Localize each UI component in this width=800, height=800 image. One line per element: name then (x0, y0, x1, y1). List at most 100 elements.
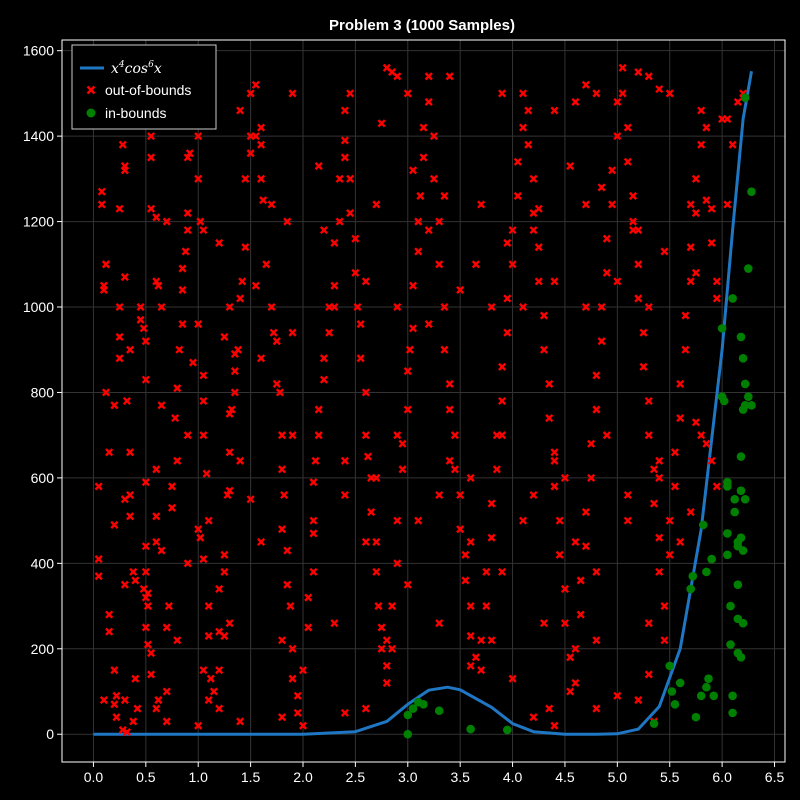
legend-in-label: in-bounds (105, 105, 167, 121)
out-of-bounds-point (183, 559, 192, 568)
out-of-bounds-point (215, 704, 224, 713)
out-of-bounds-point (445, 405, 454, 414)
y-tick-label: 1000 (23, 299, 54, 315)
out-of-bounds-point (518, 516, 528, 525)
out-of-bounds-point (503, 328, 512, 337)
out-of-bounds-point (340, 490, 349, 500)
out-of-bounds-point (686, 277, 695, 286)
out-of-bounds-point (405, 345, 414, 354)
in-bounds-point (670, 700, 680, 709)
out-of-bounds-point (246, 495, 255, 504)
out-of-bounds-point (466, 631, 475, 641)
out-of-bounds-point (277, 465, 287, 474)
out-of-bounds-point (269, 328, 278, 337)
out-of-bounds-point (416, 191, 425, 200)
out-of-bounds-point (110, 700, 119, 709)
out-of-bounds-point (408, 166, 418, 175)
out-of-bounds-point (251, 80, 260, 89)
out-of-bounds-point (346, 174, 355, 183)
out-of-bounds-point (94, 572, 103, 581)
out-of-bounds-point (147, 649, 156, 658)
out-of-bounds-point (97, 200, 106, 209)
out-of-bounds-point (126, 512, 135, 521)
out-of-bounds-point (534, 204, 543, 213)
in-bounds-point (736, 332, 746, 342)
out-of-bounds-point (587, 473, 596, 482)
out-of-bounds-point (236, 717, 245, 726)
out-of-bounds-point (644, 302, 653, 312)
out-of-bounds-point (545, 704, 554, 713)
x-tick-label: 2.5 (346, 769, 366, 785)
out-of-bounds-point (372, 200, 381, 209)
out-of-bounds-point (550, 277, 559, 286)
out-of-bounds-point (141, 567, 150, 576)
out-of-bounds-point (131, 674, 140, 683)
y-tick-label: 0 (46, 726, 54, 742)
in-bounds-point (719, 396, 729, 406)
out-of-bounds-point (623, 490, 632, 500)
in-bounds-point (728, 708, 737, 718)
out-of-bounds-point (581, 508, 590, 517)
out-of-bounds-point (581, 80, 590, 89)
out-of-bounds-point (419, 153, 428, 162)
out-of-bounds-point (225, 486, 234, 495)
out-of-bounds-point (136, 315, 145, 324)
out-of-bounds-point (550, 482, 559, 491)
out-of-bounds-point (251, 132, 260, 141)
out-of-bounds-point (340, 106, 349, 115)
out-of-bounds-point (319, 354, 329, 363)
plot-area-border (61, 39, 786, 763)
out-of-bounds-point (435, 490, 444, 500)
out-of-bounds-point (550, 721, 559, 730)
out-of-bounds-point (175, 345, 184, 354)
out-of-bounds-point (393, 302, 402, 312)
out-of-bounds-point (173, 456, 182, 465)
x-tick-label: 5.0 (608, 769, 628, 785)
out-of-bounds-point (283, 546, 292, 555)
in-bounds-point (740, 400, 750, 410)
out-of-bounds-point (393, 431, 402, 440)
out-of-bounds-point (419, 123, 428, 132)
out-of-bounds-point (634, 696, 643, 705)
out-of-bounds-point (183, 153, 192, 162)
out-of-bounds-point (259, 196, 268, 205)
out-of-bounds-point (183, 208, 192, 218)
out-of-bounds-point (477, 636, 486, 645)
out-of-bounds-point (691, 418, 700, 427)
out-of-bounds-point (230, 388, 239, 397)
in-bounds-point (733, 580, 743, 590)
x-tick-label: 3.5 (450, 769, 470, 785)
out-of-bounds-point (487, 533, 496, 542)
out-of-bounds-point (126, 448, 135, 457)
out-of-bounds-point (403, 367, 412, 376)
out-of-bounds-point (608, 166, 617, 175)
out-of-bounds-point (157, 546, 166, 555)
out-of-bounds-point (623, 516, 632, 525)
out-of-bounds-point (178, 285, 187, 294)
out-of-bounds-point (571, 97, 580, 106)
out-of-bounds-point (171, 414, 180, 423)
out-of-bounds-point (154, 281, 163, 290)
out-of-bounds-point (597, 183, 606, 192)
out-of-bounds-point (518, 302, 528, 312)
out-of-bounds-point (545, 414, 554, 423)
out-of-bounds-point (393, 559, 402, 568)
out-of-bounds-point (487, 636, 496, 645)
out-of-bounds-point (424, 97, 433, 106)
out-of-bounds-point (267, 200, 276, 209)
out-of-bounds-point (424, 72, 433, 81)
legend-curve-label: x4cos6x (111, 60, 162, 77)
out-of-bounds-point (283, 580, 292, 589)
out-of-bounds-point (238, 277, 247, 286)
out-of-bounds-point (257, 354, 266, 363)
out-of-bounds-point (466, 537, 475, 547)
out-of-bounds-point (374, 602, 383, 611)
out-of-bounds-point (167, 503, 177, 512)
out-of-bounds-point (498, 89, 507, 98)
x-tick-label: 6.5 (765, 769, 785, 785)
out-of-bounds-point (143, 602, 152, 611)
out-of-bounds-point (503, 294, 512, 303)
out-of-bounds-point (571, 678, 580, 688)
out-of-bounds-point (508, 226, 517, 235)
